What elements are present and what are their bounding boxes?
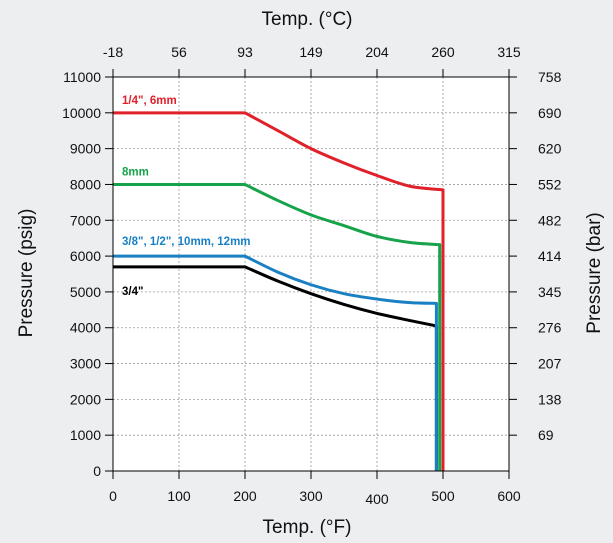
y-tick-label: 3000 <box>70 356 101 372</box>
x-tick-label: 500 <box>431 488 455 504</box>
y2-tick-label: 690 <box>538 105 562 121</box>
y-tick-label: 9000 <box>70 141 101 157</box>
y2-tick-label: 69 <box>538 427 554 443</box>
y-tick-label: 2000 <box>70 391 101 407</box>
y-tick-label: 7000 <box>70 212 101 228</box>
y-tick-label: 8000 <box>70 176 101 192</box>
series-line <box>113 182 442 471</box>
x-tick-label: 100 <box>167 488 191 504</box>
y2-tick-label: 207 <box>538 356 562 372</box>
y-tick-label: 0 <box>93 463 101 479</box>
y2-tick-label: 758 <box>538 69 562 85</box>
x2-tick-label: -18 <box>103 44 123 60</box>
y2-tick-label: 620 <box>538 141 562 157</box>
x-axis-title: Temp. (°F) <box>263 517 352 538</box>
y-tick-label: 5000 <box>70 284 101 300</box>
x2-tick-label: 93 <box>237 44 253 60</box>
series-label: 1/4", 6mm <box>122 95 177 107</box>
y-axis-title: Pressure (psig) <box>16 209 37 338</box>
series-labels: 1/4", 6mm 8mm 3/8", 1/2", 10mm, 12mm 3/4" <box>122 95 251 298</box>
x2-tick-label: 260 <box>431 44 455 60</box>
x-tick-label: 200 <box>233 488 257 504</box>
x2-tick-label: 56 <box>171 44 187 60</box>
y2-tick-label: 482 <box>538 212 562 228</box>
series-line <box>113 111 445 471</box>
y-tick-label: 4000 <box>70 320 101 336</box>
y-tick-label: 11000 <box>63 69 101 85</box>
x2-tick-label: 204 <box>365 44 389 60</box>
x-tick-label: 600 <box>497 488 521 504</box>
x-tick-label: 400 <box>365 491 389 507</box>
y2-tick-label: 414 <box>538 248 562 264</box>
y2-tick-label: 345 <box>538 284 562 300</box>
x2-tick-label: 315 <box>497 44 521 60</box>
x-tick-label: 0 <box>109 488 117 504</box>
series-label: 3/8", 1/2", 10mm, 12mm <box>122 236 251 248</box>
y-tick-label: 6000 <box>70 248 101 264</box>
series-line <box>113 265 438 471</box>
y2-tick-label: 138 <box>538 391 562 407</box>
y2-tick-label: 552 <box>538 176 562 192</box>
series-lines <box>113 111 445 471</box>
series-label: 3/4" <box>122 286 143 298</box>
y-tick-label: 10000 <box>62 105 101 121</box>
series-line <box>113 254 438 471</box>
series-label: 8mm <box>122 166 149 178</box>
y2-tick-label: 276 <box>538 320 562 336</box>
y-tick-label: 1000 <box>70 427 101 443</box>
x2-tick-label: 149 <box>299 44 323 60</box>
x2-axis-title: Temp. (°C) <box>262 9 353 30</box>
axis-ticks: 0100020003000400050006000700080009000100… <box>62 44 562 507</box>
x-tick-label: 300 <box>299 488 323 504</box>
y2-axis-title: Pressure (bar) <box>584 212 605 333</box>
